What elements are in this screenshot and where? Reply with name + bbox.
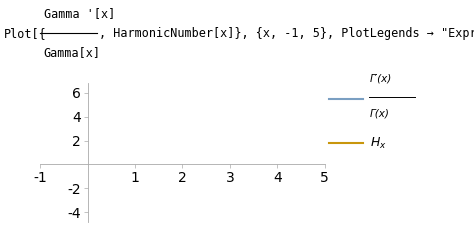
Text: Gamma '[x]: Gamma '[x] <box>44 7 115 20</box>
Text: Γ′(x): Γ′(x) <box>370 73 392 83</box>
Text: Γ(x): Γ(x) <box>370 109 390 119</box>
Text: Plot[{: Plot[{ <box>4 27 46 40</box>
Text: , HarmonicNumber[x]}, {x, -1, 5}, PlotLegends → "Expressions"]: , HarmonicNumber[x]}, {x, -1, 5}, PlotLe… <box>99 27 474 40</box>
Text: Gamma[x]: Gamma[x] <box>44 46 100 59</box>
Text: $H_x$: $H_x$ <box>370 136 386 151</box>
